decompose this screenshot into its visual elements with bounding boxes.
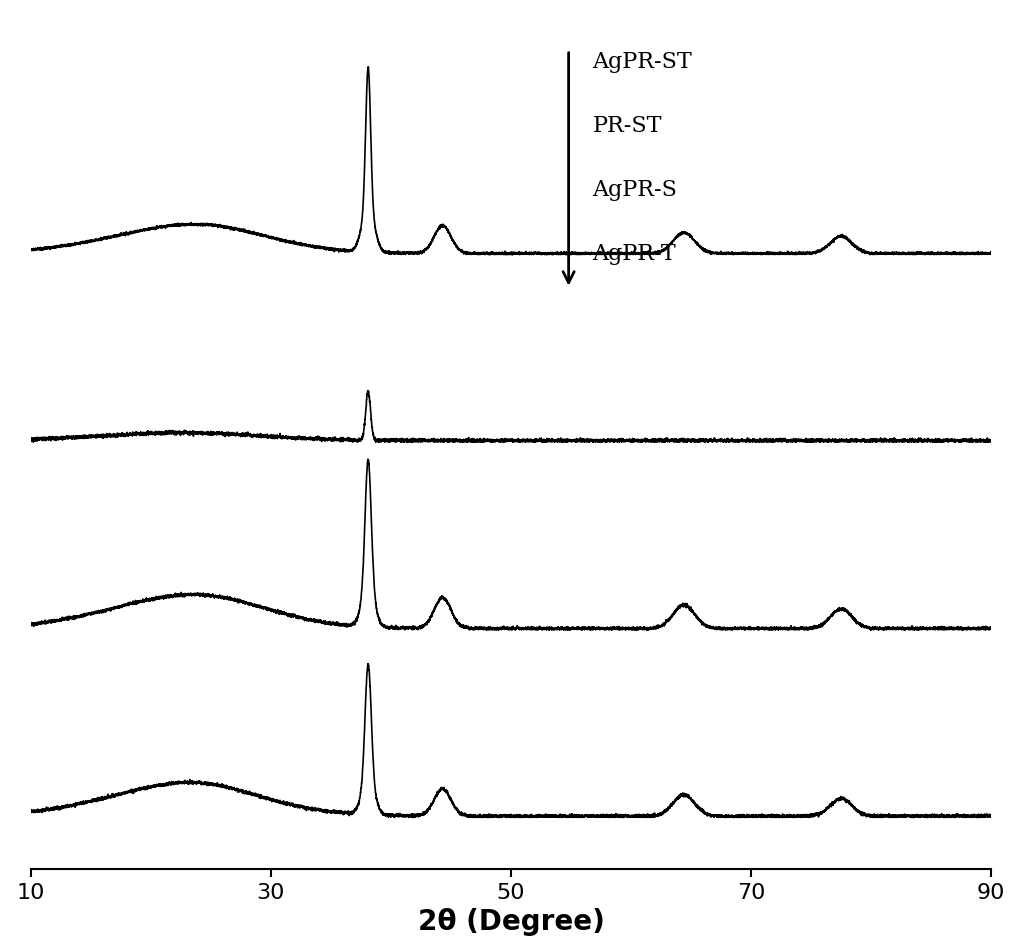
X-axis label: 2θ (Degree): 2θ (Degree)	[418, 907, 604, 936]
Text: PR-ST: PR-ST	[593, 114, 662, 136]
Text: AgPR-T: AgPR-T	[593, 243, 677, 265]
Text: AgPR-S: AgPR-S	[593, 179, 678, 201]
Text: AgPR-ST: AgPR-ST	[593, 50, 692, 72]
